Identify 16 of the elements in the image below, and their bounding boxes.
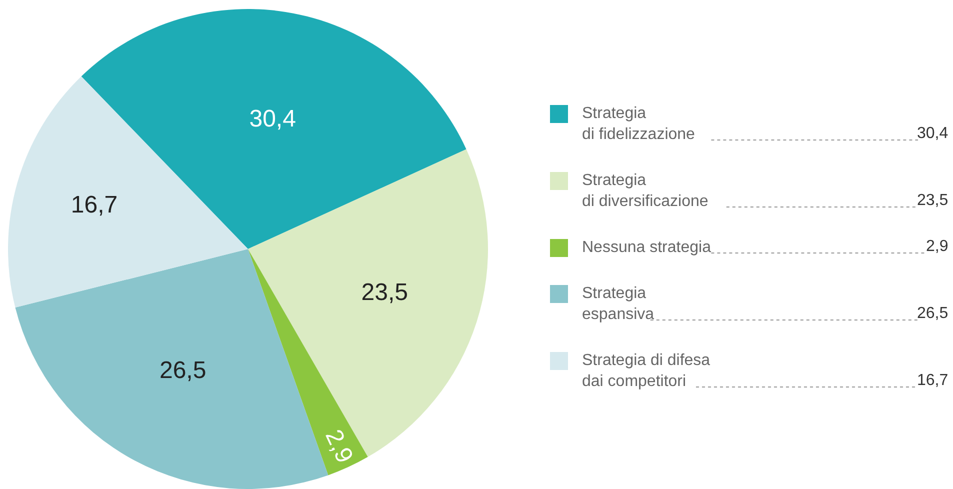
data-label: 30,4 — [249, 106, 296, 133]
legend-label: Strategia di fidelizzazione — [582, 105, 696, 143]
data-label: 2,9 — [320, 426, 358, 468]
legend-label: Strategia di diversificazione — [582, 172, 708, 210]
legend-label: Strategia di difesa dai competitori — [582, 352, 710, 390]
text: 23,5 — [917, 192, 948, 209]
text: 2,9 — [926, 238, 948, 255]
data-label: 26,5 — [159, 357, 206, 384]
data-label: 23,5 — [361, 279, 408, 306]
legend-label: Strategia espansiva — [582, 285, 654, 323]
legend-label: Nessuna strategia — [582, 239, 712, 256]
text: 30,4 — [917, 125, 948, 142]
text: 16,7 — [917, 372, 948, 389]
data-label: 16,7 — [70, 192, 118, 219]
text: 26,5 — [917, 305, 948, 322]
pie-slice — [8, 76, 248, 308]
